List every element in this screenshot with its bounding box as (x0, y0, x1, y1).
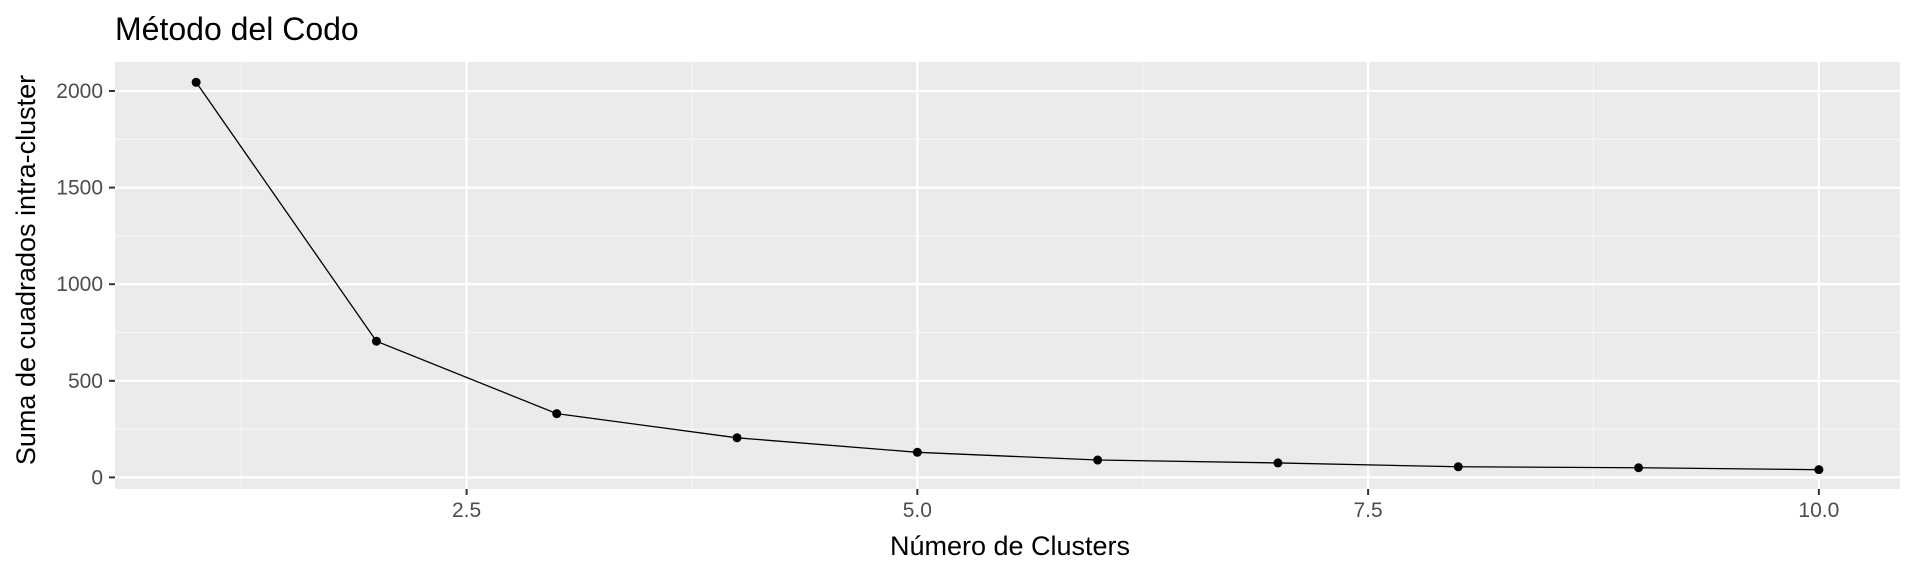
grid-minor-lines (115, 62, 1900, 489)
data-point-0-1 (371, 336, 381, 346)
chart-title: Método del Codo (115, 11, 359, 47)
x-tick-label-0: 2.5 (452, 499, 481, 522)
data-point-0-4 (912, 447, 922, 457)
data-point-0-5 (1093, 455, 1103, 465)
plot-panel (115, 62, 1900, 489)
series-line-0 (195, 81, 1819, 471)
data-point-0-7 (1453, 462, 1463, 472)
data-point-0-6 (1273, 458, 1283, 468)
y-tick-label-2: 1000 (56, 273, 103, 296)
x-tick-label-1: 5.0 (903, 499, 932, 522)
x-tick-label-2: 7.5 (1354, 499, 1383, 522)
data-point-0-0 (191, 77, 201, 87)
data-point-0-2 (552, 409, 562, 419)
y-tick-label-3: 1500 (56, 177, 103, 200)
x-axis-title: Número de Clusters (890, 531, 1130, 561)
y-tick-label-0: 0 (91, 466, 103, 489)
y-tick-label-4: 2000 (56, 80, 103, 103)
y-axis-tick-labels: 0 500 1000 1500 2000 (56, 80, 103, 489)
y-axis-title: Suma de cuadrados intra-cluster (11, 75, 41, 465)
data-point-0-8 (1634, 463, 1644, 473)
data-point-0-9 (1814, 465, 1824, 475)
axis-ticks (109, 89, 1820, 495)
x-tick-label-3: 10.0 (1798, 499, 1839, 522)
grid-major-lines (115, 62, 1900, 489)
y-tick-label-1: 500 (68, 370, 103, 393)
data-point-0-3 (732, 433, 742, 443)
x-axis-tick-labels: 2.5 5.0 7.5 10.0 (452, 499, 1839, 522)
series-layer (191, 77, 1824, 475)
